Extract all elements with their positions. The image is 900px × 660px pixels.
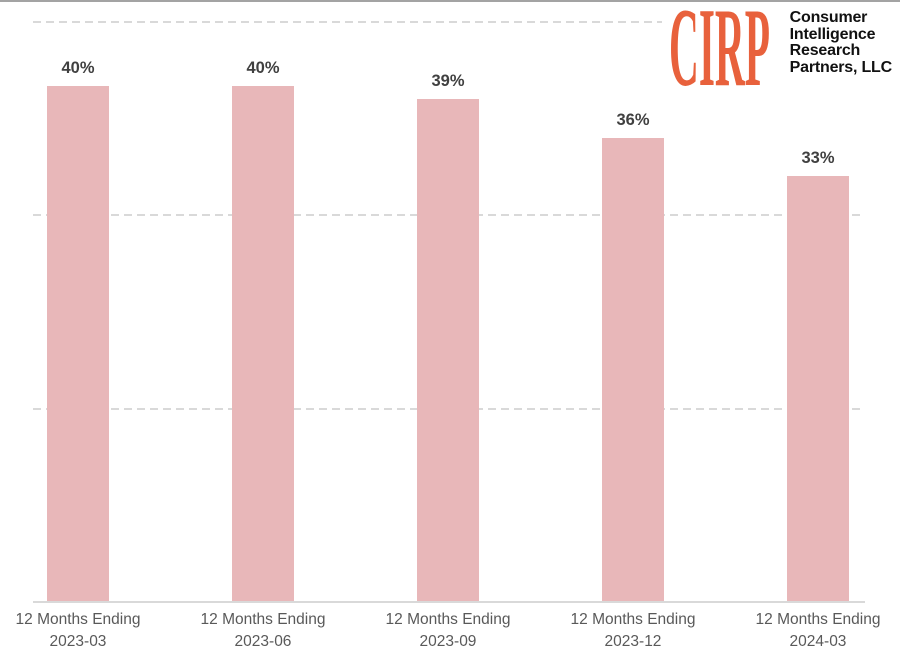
category-label: 12 Months Ending 2024-03	[755, 611, 881, 651]
category-label: 12 Months Ending 2023-06	[200, 611, 326, 651]
logo-text-lines: Consumer Intelligence Research Partners,…	[789, 8, 893, 76]
logo-text-line: Intelligence	[789, 25, 876, 43]
bar	[47, 86, 109, 602]
category-label: 12 Months Ending 2023-03	[15, 611, 141, 651]
logo-text-line: Partners, LLC	[789, 58, 893, 76]
bar-value-label: 39%	[431, 72, 465, 90]
logo-text-line: Consumer	[789, 9, 868, 26]
bar-value-label: 33%	[801, 149, 835, 167]
bar	[232, 86, 294, 602]
bar-value-label: 36%	[616, 111, 650, 129]
top-border-line	[0, 0, 900, 2]
bar-value-label: 40%	[246, 59, 280, 77]
bar	[417, 99, 479, 602]
gridline	[33, 20, 865, 23]
bar	[602, 138, 664, 602]
axis-baseline	[33, 601, 865, 603]
category-label: 12 Months Ending 2023-09	[385, 611, 511, 651]
category-label: 12 Months Ending 2023-12	[570, 611, 696, 651]
cirp-logo: CIRP Consumer Intelligence Research Part…	[661, 6, 893, 96]
cirp-monogram: CIRP	[669, 8, 770, 92]
cirp-monogram-text: CIRP	[669, 8, 770, 92]
bar	[787, 176, 849, 602]
bar-value-label: 40%	[61, 59, 95, 77]
logo-text-line: Research	[789, 42, 861, 59]
